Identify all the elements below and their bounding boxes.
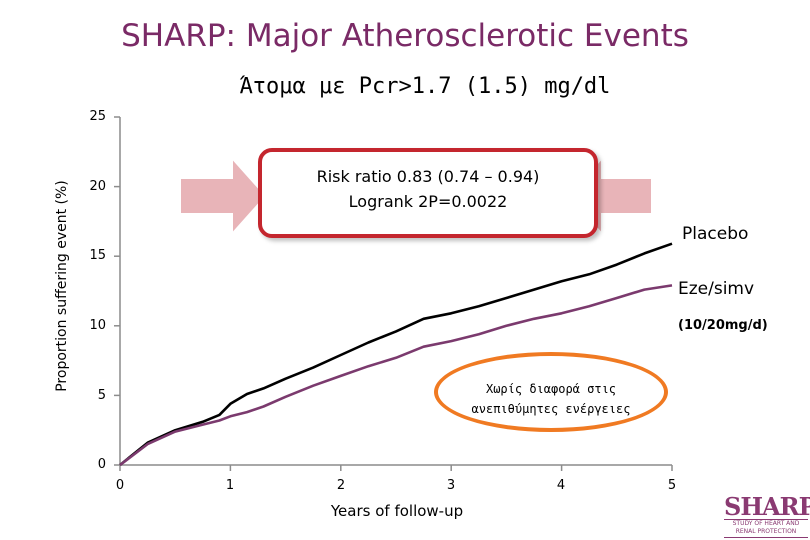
no-difference-text-line1: Χωρίς διαφορά στις <box>485 382 617 396</box>
slide-title: SHARP: Major Atherosclerotic Events <box>121 18 689 54</box>
y-tick-label: 15 <box>89 248 106 263</box>
x-tick-label: 4 <box>556 478 566 493</box>
ezesimv-dose-label: (10/20mg/d) <box>678 318 768 333</box>
y-tick-label: 0 <box>97 457 106 472</box>
chart-subtitle: Άτομα με Pcr>1.7 (1.5) mg/dl <box>239 74 611 99</box>
logo-tagline-frame <box>724 519 808 538</box>
logo-wordmark: SHARP <box>724 492 810 521</box>
placebo-series-label: Placebo <box>682 224 749 244</box>
ezesimv-series-label: Eze/simv <box>678 279 755 299</box>
sharp-logo: SHARP STUDY OF HEART AND RENAL PROTECTIO… <box>724 492 810 538</box>
x-tick-label: 2 <box>336 478 346 493</box>
logo-tagline-line2: RENAL PROTECTION <box>735 528 797 535</box>
left-arrow <box>179 155 268 237</box>
x-tick-label: 5 <box>667 478 677 493</box>
risk-ratio-text: Risk ratio 0.83 (0.74 – 0.94) <box>316 167 540 186</box>
logo-tagline-line1: STUDY OF HEART AND <box>732 520 800 527</box>
tick-marks <box>114 116 673 471</box>
risk-ratio-box <box>258 148 598 238</box>
x-axis-label: Years of follow-up <box>330 502 464 520</box>
placebo-series-line <box>119 242 673 467</box>
y-tick-label: 5 <box>97 388 106 403</box>
series-lines <box>119 242 673 467</box>
y-tick-label: 25 <box>89 109 106 124</box>
no-difference-text-line2: ανεπιθύμητες ενέργειες <box>471 402 631 416</box>
y-axis-label: Proportion suffering event (%) <box>54 180 70 392</box>
ezesimv-series-line <box>119 284 673 467</box>
no-difference-ellipse <box>434 352 668 432</box>
x-tick-label: 1 <box>225 478 235 493</box>
y-tick-label: 20 <box>89 179 106 194</box>
x-tick-label: 3 <box>446 478 456 493</box>
chart-axes <box>119 117 672 466</box>
x-tick-label: 0 <box>115 478 125 493</box>
y-tick-label: 10 <box>89 318 106 333</box>
logrank-text: Logrank 2P=0.0022 <box>348 192 508 211</box>
